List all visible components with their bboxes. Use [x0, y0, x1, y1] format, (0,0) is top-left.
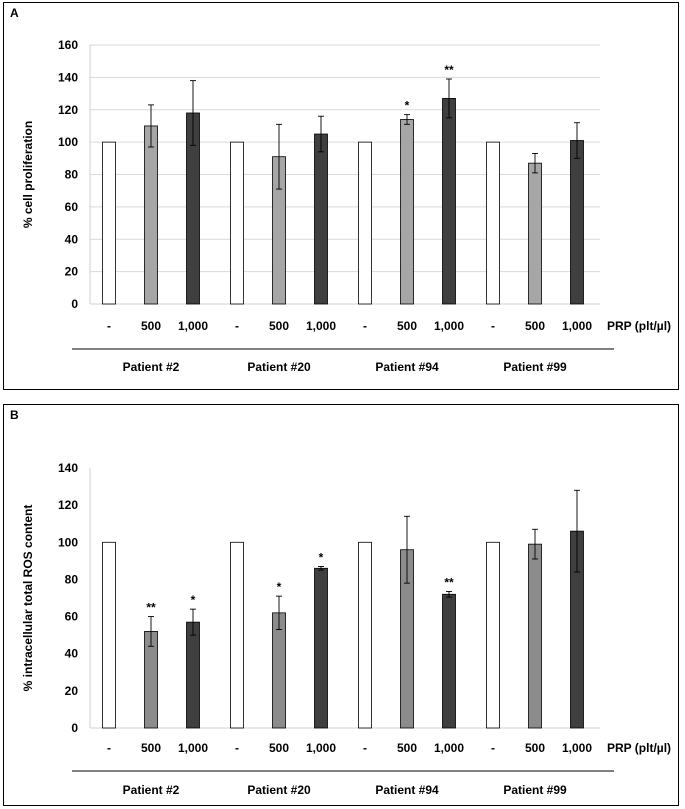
- x-tick-label: 1,000: [434, 741, 464, 755]
- panel-letter-b: B: [10, 408, 19, 422]
- significance-label: **: [146, 601, 156, 615]
- y-tick-label: 120: [58, 103, 78, 117]
- x-tick-label: 500: [269, 319, 289, 333]
- y-axis-label: % intracellular total ROS content: [21, 505, 35, 692]
- significance-label: *: [319, 550, 324, 564]
- bar: [442, 98, 456, 305]
- x-tick-label: -: [363, 319, 367, 333]
- x-tick-label: -: [491, 741, 495, 755]
- bar: [442, 593, 456, 729]
- x-tick-label: -: [363, 741, 367, 755]
- group-label: Patient #94: [375, 360, 439, 374]
- bar: [230, 141, 244, 305]
- bar: [314, 567, 328, 729]
- chart-b: 0 20 40 60 80 100 120 140 % intracellular total …: [21, 461, 671, 797]
- x-tick-label: 1,000: [562, 319, 592, 333]
- x-tick-label: 1,000: [178, 319, 208, 333]
- bar: [144, 125, 158, 305]
- x-tick-label: -: [491, 319, 495, 333]
- x-tick-label: -: [235, 741, 239, 755]
- y-tick-label: 80: [65, 572, 79, 586]
- group-label: Patient #20: [247, 360, 311, 374]
- x-tick-label: 500: [525, 319, 545, 333]
- x-unit-label: PRP (plt/µl): [607, 319, 671, 333]
- y-axis-label: % cell proliferation: [21, 121, 35, 228]
- significance-label: *: [191, 593, 196, 607]
- bar: [314, 133, 328, 305]
- x-tick-label: 500: [397, 741, 417, 755]
- bar: [528, 543, 542, 729]
- x-tick-label: 500: [141, 319, 161, 333]
- y-tick-label: 60: [65, 200, 79, 214]
- bar: [570, 140, 584, 305]
- y-tick-label: 20: [65, 265, 79, 279]
- y-tick-label: 40: [65, 232, 79, 246]
- bar: [358, 541, 372, 729]
- bar: [230, 541, 244, 729]
- bar: [102, 141, 116, 305]
- x-tick-label: 500: [141, 741, 161, 755]
- bar: [486, 141, 500, 305]
- y-tick-label: 100: [58, 535, 78, 549]
- x-tick-label: 1,000: [562, 741, 592, 755]
- group-label: Patient #94: [375, 783, 439, 797]
- group-label: Patient #20: [247, 783, 311, 797]
- x-tick-label: -: [107, 741, 111, 755]
- y-tick-label: 60: [65, 610, 79, 624]
- y-tick-label: 160: [58, 38, 78, 52]
- group-label: Patient #99: [503, 783, 567, 797]
- significance-label: *: [277, 580, 282, 594]
- y-tick-label: 120: [58, 498, 78, 512]
- x-tick-label: 500: [525, 741, 545, 755]
- bar: [486, 541, 500, 729]
- x-unit-label: PRP (plt/µl): [607, 741, 671, 755]
- x-tick-label: 1,000: [306, 319, 336, 333]
- y-tick-label: 0: [71, 297, 78, 311]
- bar: [102, 541, 116, 729]
- group-label: Patient #2: [123, 360, 180, 374]
- y-tick-label: 80: [65, 168, 79, 182]
- group-label: Patient #99: [503, 360, 567, 374]
- x-tick-label: 1,000: [434, 319, 464, 333]
- panel-letter-a: A: [10, 6, 19, 20]
- y-tick-label: 140: [58, 70, 78, 84]
- significance-label: *: [405, 99, 410, 113]
- y-tick-label: 140: [58, 461, 78, 475]
- x-tick-label: -: [107, 319, 111, 333]
- x-tick-label: 1,000: [306, 741, 336, 755]
- bar: [186, 621, 200, 729]
- x-tick-label: 500: [269, 741, 289, 755]
- y-tick-label: 40: [65, 647, 79, 661]
- panel-b: B 0 20 40 60 80 100 120 140 % intracellular tota…: [3, 404, 679, 806]
- significance-label: **: [444, 576, 454, 590]
- bar: [358, 141, 372, 305]
- bar: [528, 162, 542, 305]
- x-tick-label: 500: [397, 319, 417, 333]
- x-tick-label: 1,000: [178, 741, 208, 755]
- y-tick-label: 0: [71, 721, 78, 735]
- bar: [272, 612, 286, 729]
- group-label: Patient #2: [123, 783, 180, 797]
- significance-label: **: [444, 63, 454, 77]
- y-tick-label: 100: [58, 135, 78, 149]
- y-tick-label: 20: [65, 684, 79, 698]
- bar: [400, 119, 414, 305]
- panel-a: A 0 20 40 60 80 100 120 140 160 % cell proliferat…: [3, 2, 679, 390]
- x-tick-label: -: [235, 319, 239, 333]
- chart-a: 0 20 40 60 80 100 120 140 160 % cell proliferatio…: [21, 38, 671, 374]
